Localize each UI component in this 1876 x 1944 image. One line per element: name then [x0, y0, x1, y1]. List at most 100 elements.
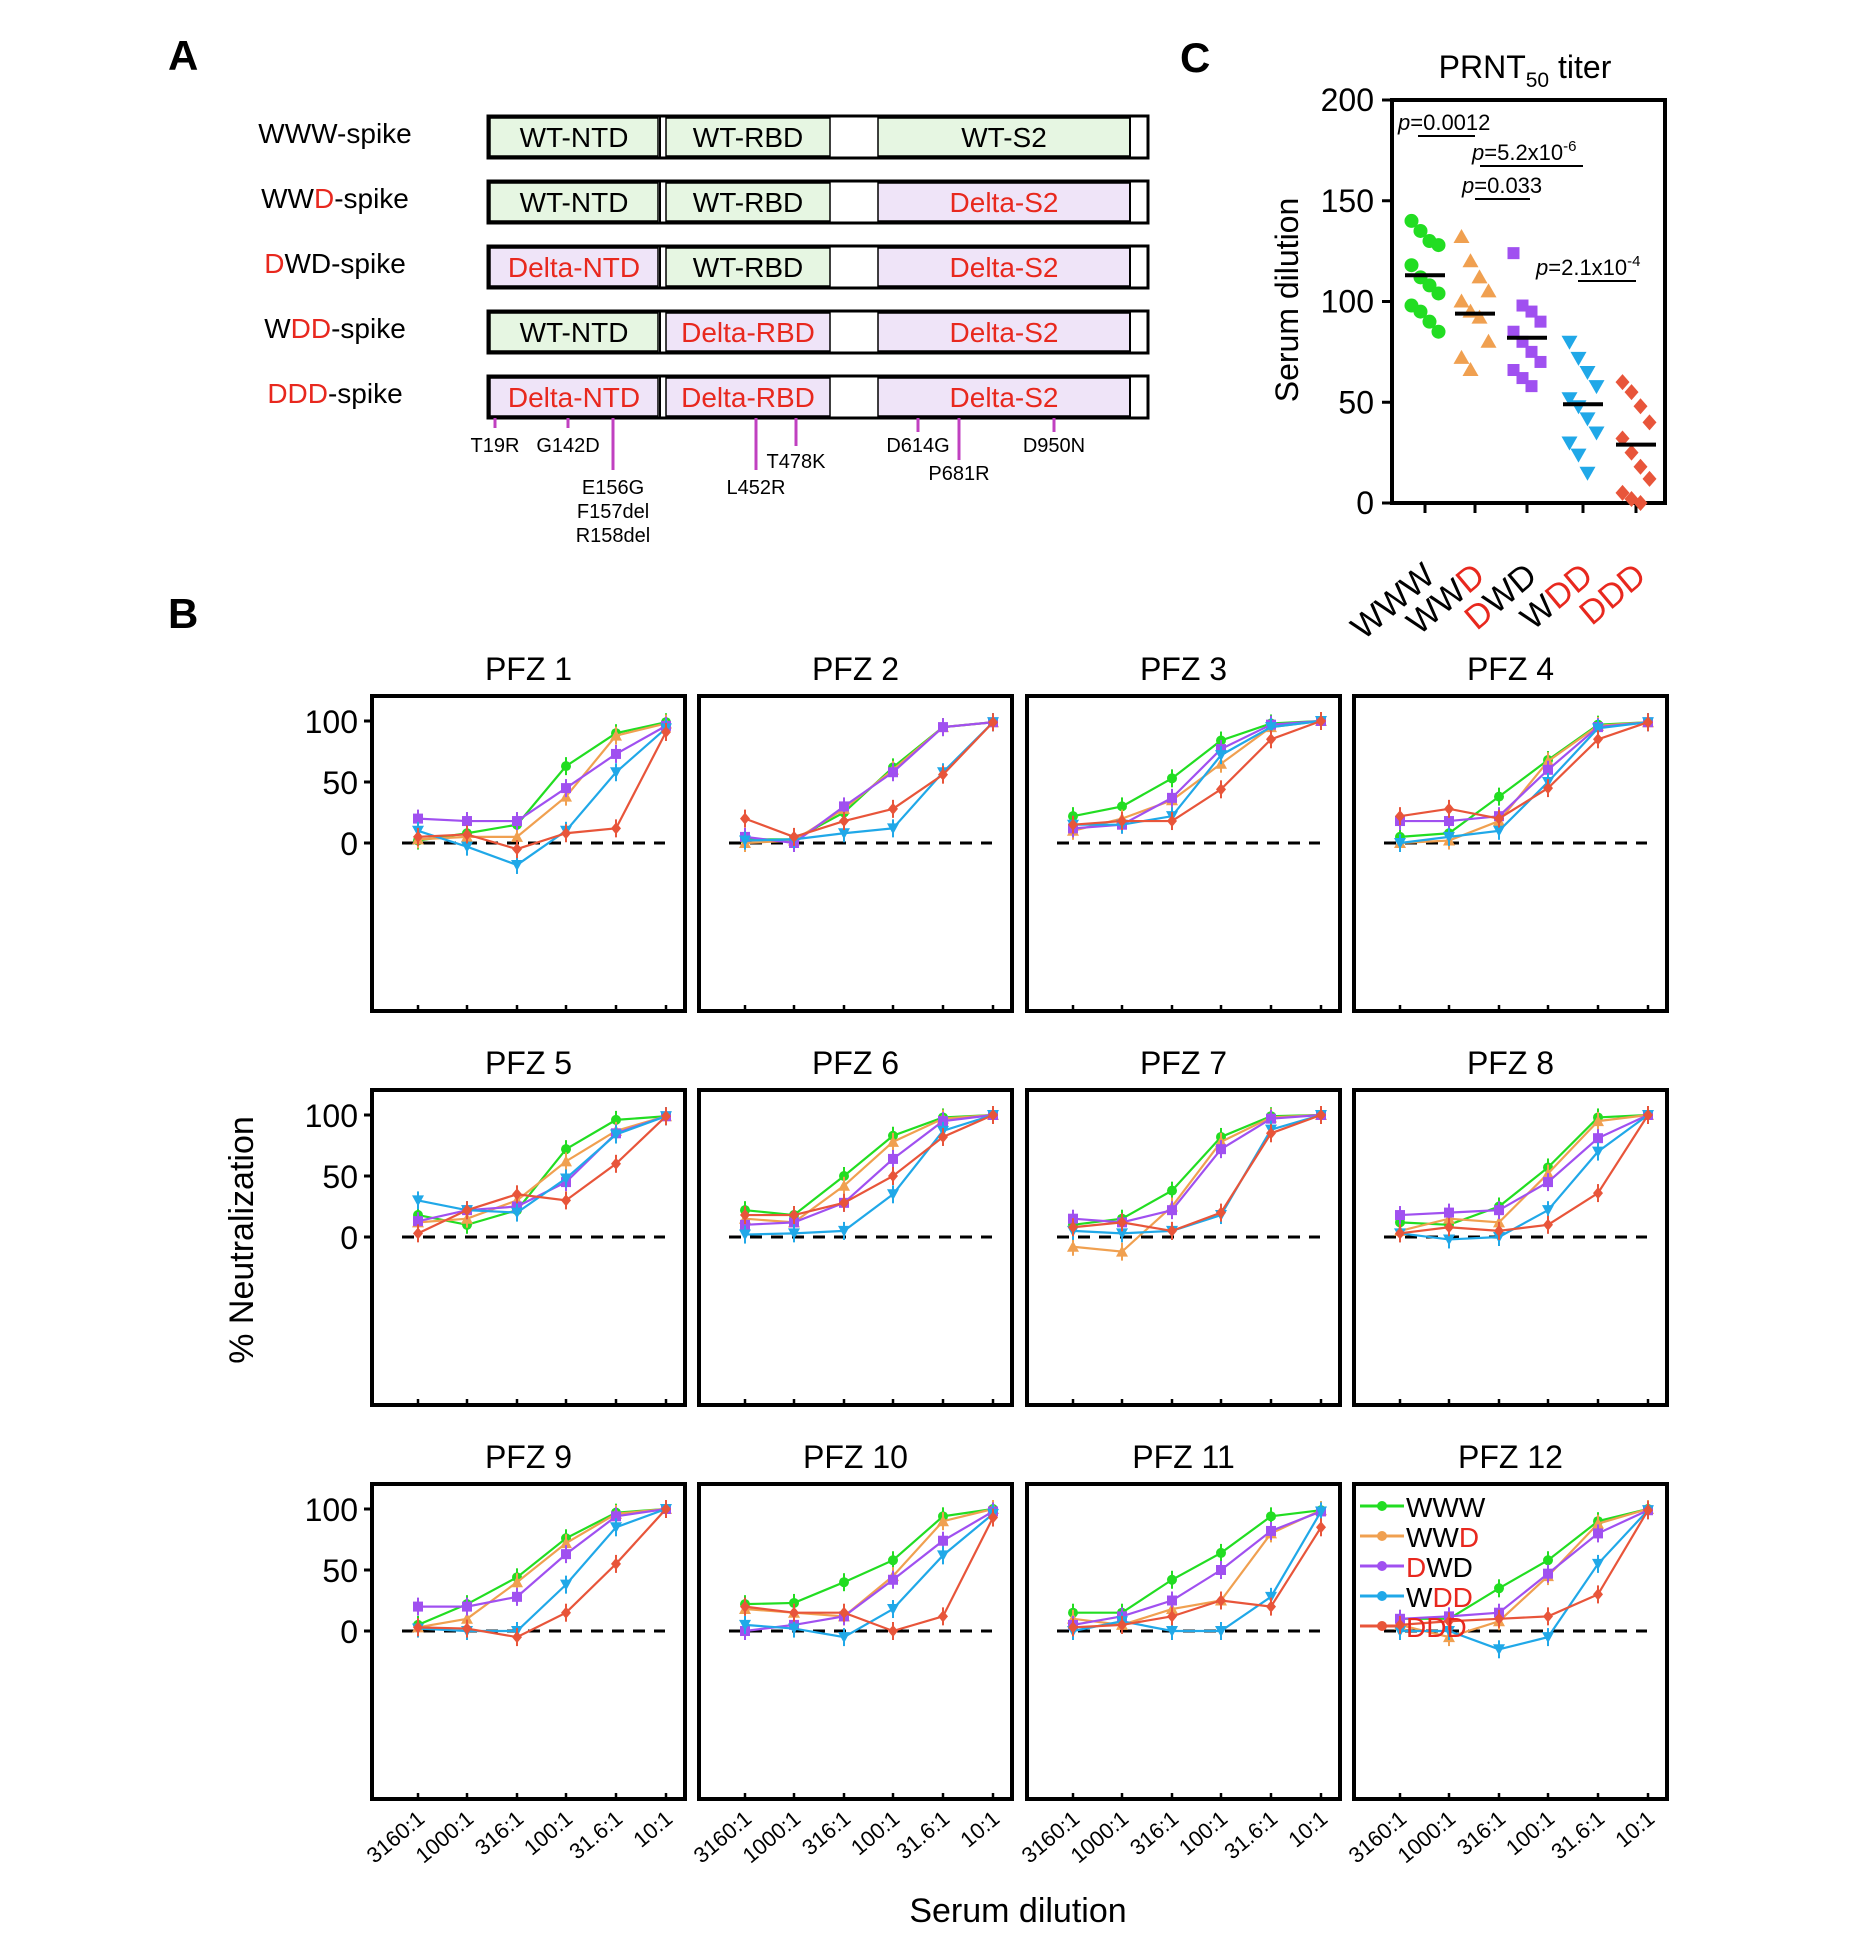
neutralization-subplot: PFZ 2: [697, 651, 1014, 1013]
curve-dwd: [1072, 1113, 1322, 1224]
legend-swatch-marker: [1377, 1501, 1387, 1511]
panel-c-point-www: [1431, 286, 1446, 301]
panel-c-point-dwd: [1534, 315, 1547, 328]
point-ddd: [1316, 1109, 1326, 1121]
panel-c-point-wwd: [1462, 253, 1479, 268]
panel-c-point-wdd: [1588, 426, 1605, 441]
curve-dwd: [744, 1113, 994, 1226]
point-ddd: [462, 1622, 472, 1635]
point-ddd: [839, 1606, 849, 1619]
panel-c-title: PRNT50 titer: [1439, 49, 1612, 92]
curve-ddd: [745, 1113, 994, 1217]
point-wdd: [511, 1207, 523, 1219]
subplot-ytick-label: 100: [305, 1098, 358, 1134]
point-ddd: [1395, 810, 1405, 823]
mutation-label: F157del: [577, 501, 649, 523]
point-ddd: [1068, 1221, 1078, 1234]
curve-wwd: [417, 1507, 667, 1629]
point-dwd: [1543, 1177, 1553, 1188]
legend-label: WWD: [1406, 1522, 1479, 1553]
construct-label: WWD-spike: [261, 183, 409, 214]
point-wwd: [1592, 1115, 1604, 1127]
subplot-frame: [1352, 1482, 1669, 1801]
point-ddd: [1316, 715, 1326, 727]
construct-label-red: DD: [291, 313, 331, 344]
construct-label-suffix: -spike: [334, 183, 409, 214]
point-wdd: [610, 1522, 622, 1534]
point-dwd: [1266, 1525, 1276, 1536]
neutralization-subplot: PFZ 3: [1025, 651, 1342, 1013]
legend-label-red: D: [1459, 1522, 1479, 1553]
subplot-title: PFZ 9: [485, 1439, 572, 1475]
neutralization-subplot: PFZ 4: [1352, 651, 1669, 1013]
panel-c-point-wdd: [1579, 466, 1596, 481]
point-ddd: [1593, 1187, 1603, 1200]
curve-ddd: [1072, 1113, 1322, 1233]
construct-label-red: D: [314, 183, 334, 214]
point-ddd: [988, 1511, 998, 1524]
point-www: [1543, 1555, 1553, 1566]
point-dwd: [1543, 764, 1553, 775]
point-wdd: [887, 1604, 899, 1616]
panel-c-point-wdd: [1579, 366, 1596, 381]
point-wwd: [1067, 1240, 1079, 1252]
panel-c-point-dwd: [1525, 345, 1538, 358]
panel-c-point-dwd: [1534, 355, 1547, 368]
panel-c-pvalue-p: p: [1471, 140, 1484, 165]
legend-label-suffix: WD: [1426, 1552, 1473, 1583]
construct-label: WDD-spike: [264, 313, 406, 344]
panel-c-point-dwd: [1525, 380, 1538, 393]
domain-box-s2: [877, 247, 1131, 287]
curve-wdd: [744, 1113, 994, 1236]
point-ddd: [938, 1610, 948, 1623]
panel-c-point-wdd: [1579, 412, 1596, 427]
curve-wwd: [417, 1115, 667, 1224]
legend-label-prefix: WW: [1406, 1522, 1459, 1553]
point-wwd: [610, 729, 622, 741]
curve-dwd: [418, 1507, 667, 1608]
point-wdd: [1265, 722, 1277, 734]
point-dwd: [512, 816, 522, 827]
point-wdd: [739, 1619, 751, 1631]
point-wdd: [739, 1229, 751, 1241]
point-wwd: [1542, 755, 1554, 767]
point-wdd: [1394, 838, 1406, 849]
neutralization-subplot: PFZ 6: [697, 1045, 1014, 1407]
point-ddd: [1543, 1218, 1553, 1231]
panel-c-point-ddd: [1624, 444, 1639, 461]
point-wdd: [1443, 1234, 1455, 1246]
point-wdd: [560, 1173, 572, 1185]
point-ddd: [413, 1621, 423, 1634]
panel-c-point-ddd: [1633, 398, 1648, 415]
point-ddd: [1266, 733, 1276, 746]
point-wdd: [1592, 1146, 1604, 1158]
point-dwd: [1593, 1133, 1603, 1144]
construct-label-prefix: W: [264, 313, 291, 344]
panel-c-point-wwd: [1471, 309, 1488, 324]
panel-c-pvalue-text: =5.2x10: [1484, 140, 1563, 165]
point-ddd: [1216, 1206, 1226, 1219]
domain-label-ntd: WT-NTD: [520, 122, 629, 153]
point-wwd: [1542, 1167, 1554, 1179]
point-ddd: [1117, 1618, 1127, 1631]
panel-c-point-wdd: [1561, 436, 1578, 451]
point-wdd: [1215, 750, 1227, 762]
panel-label-a: A: [168, 32, 198, 79]
point-wwd: [511, 1576, 523, 1588]
point-ddd: [789, 1606, 799, 1619]
point-ddd: [1444, 1221, 1454, 1234]
panel-c-pvalue-p: p: [1397, 110, 1410, 135]
point-dwd: [1593, 1528, 1603, 1539]
panel-c-point-wdd: [1570, 351, 1587, 366]
domain-label-ntd: WT-NTD: [520, 317, 629, 348]
point-wwd: [1116, 1245, 1128, 1257]
point-ddd: [611, 822, 621, 835]
point-wwd: [887, 1135, 899, 1147]
point-wdd: [1542, 1205, 1554, 1217]
domain-label-ntd: WT-NTD: [520, 187, 629, 218]
panel-c-pvalue-text: =0.0012: [1410, 110, 1490, 135]
point-ddd: [611, 1557, 621, 1570]
curve-ddd: [744, 1517, 994, 1633]
